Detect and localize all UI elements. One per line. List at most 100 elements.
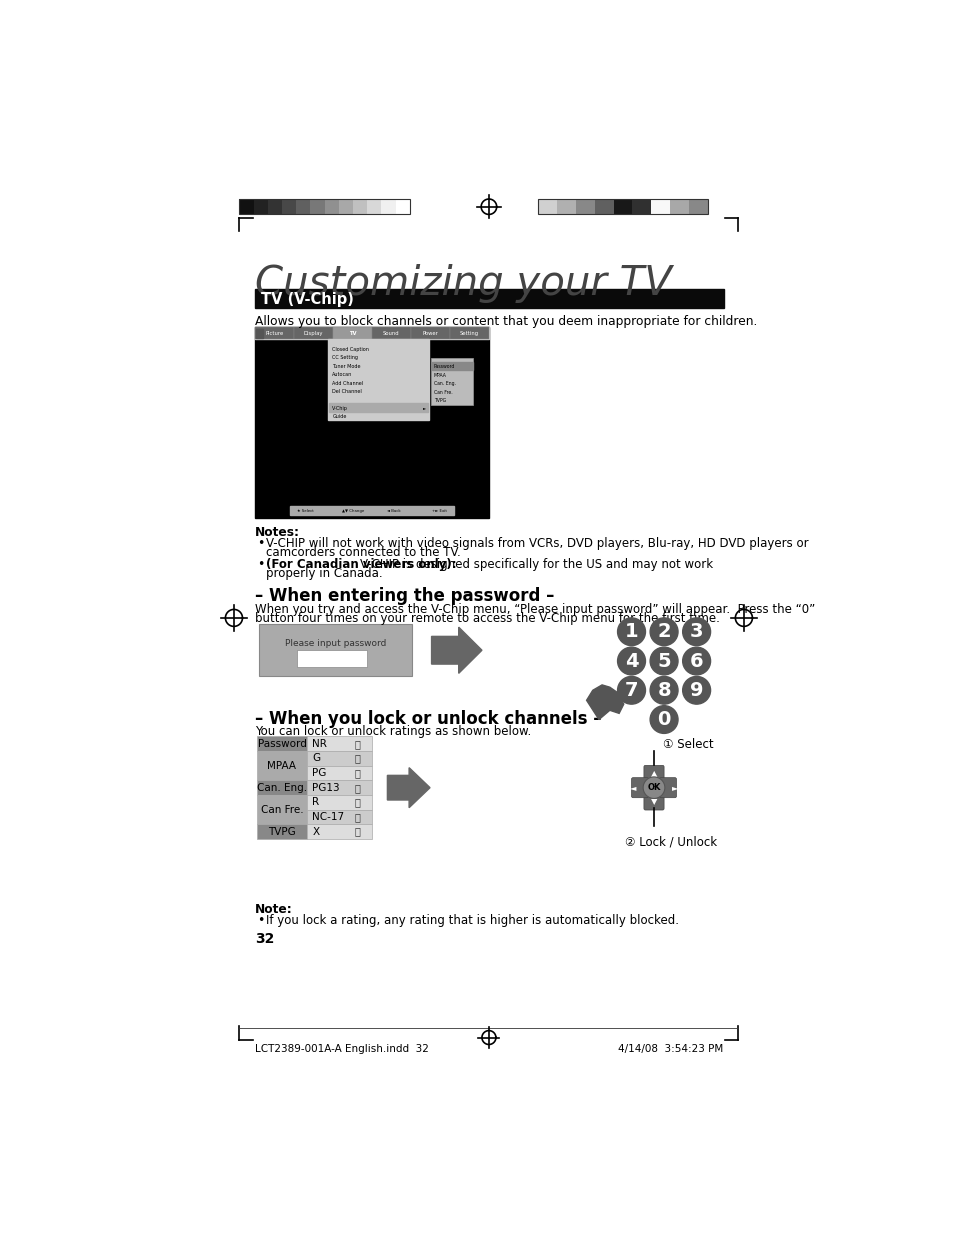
Text: ▼: ▼ bbox=[650, 797, 657, 806]
Bar bbox=[307, 824, 372, 839]
Bar bbox=[431, 362, 472, 370]
Bar bbox=[307, 736, 372, 751]
Text: 7: 7 bbox=[624, 680, 638, 700]
Bar bbox=[450, 327, 488, 340]
Bar bbox=[372, 327, 411, 340]
Text: Password: Password bbox=[434, 364, 455, 369]
Text: Notes:: Notes: bbox=[254, 526, 299, 538]
Bar bbox=[395, 199, 410, 214]
Text: G: G bbox=[312, 753, 320, 763]
Bar bbox=[367, 199, 381, 214]
Circle shape bbox=[649, 618, 678, 646]
Circle shape bbox=[642, 777, 664, 799]
Bar bbox=[328, 340, 429, 420]
Text: 9: 9 bbox=[689, 680, 702, 700]
FancyBboxPatch shape bbox=[631, 778, 648, 798]
Bar bbox=[594, 199, 613, 214]
Bar bbox=[307, 781, 372, 795]
Bar bbox=[537, 199, 707, 214]
Bar bbox=[307, 751, 372, 766]
Bar bbox=[257, 795, 307, 824]
Text: ★ Select: ★ Select bbox=[297, 509, 314, 513]
Text: •: • bbox=[257, 558, 264, 571]
Text: Tuner Mode: Tuner Mode bbox=[332, 363, 360, 368]
Text: PG13: PG13 bbox=[312, 783, 339, 793]
Bar bbox=[353, 199, 367, 214]
Bar bbox=[295, 199, 310, 214]
Text: Can Fre.: Can Fre. bbox=[434, 390, 452, 395]
Bar bbox=[254, 289, 723, 308]
Text: 32: 32 bbox=[254, 932, 274, 946]
Text: Password: Password bbox=[257, 739, 306, 748]
Text: Closed Caption: Closed Caption bbox=[332, 347, 369, 352]
Text: When you try and access the V-Chip menu, “Please input password” will appear.  P: When you try and access the V-Chip menu,… bbox=[254, 603, 814, 615]
Text: ② Lock / Unlock: ② Lock / Unlock bbox=[624, 835, 716, 848]
Text: – When you lock or unlock channels –: – When you lock or unlock channels – bbox=[254, 710, 600, 729]
Bar bbox=[258, 624, 412, 677]
Text: 3: 3 bbox=[689, 622, 702, 641]
Bar bbox=[239, 199, 253, 214]
Text: 🔒: 🔒 bbox=[355, 798, 360, 808]
Text: Add Channel: Add Channel bbox=[332, 380, 363, 385]
Polygon shape bbox=[387, 768, 430, 808]
Bar bbox=[632, 199, 651, 214]
Bar bbox=[329, 403, 428, 411]
Text: X: X bbox=[312, 826, 319, 836]
Polygon shape bbox=[431, 627, 481, 673]
Circle shape bbox=[682, 677, 710, 704]
Circle shape bbox=[617, 647, 645, 674]
Text: If you lock a rating, any rating that is higher is automatically blocked.: If you lock a rating, any rating that is… bbox=[266, 914, 679, 927]
Bar bbox=[268, 199, 282, 214]
Text: Del Channel: Del Channel bbox=[332, 389, 362, 394]
Bar bbox=[310, 199, 324, 214]
Bar bbox=[255, 330, 263, 338]
Text: 1: 1 bbox=[624, 622, 638, 641]
Circle shape bbox=[649, 677, 678, 704]
Text: ►: ► bbox=[422, 406, 426, 410]
Text: Customizing your TV: Customizing your TV bbox=[254, 264, 671, 303]
Text: CC Setting: CC Setting bbox=[332, 356, 358, 361]
Text: Note:: Note: bbox=[254, 903, 293, 916]
Text: TVPG: TVPG bbox=[268, 826, 295, 836]
Text: 8: 8 bbox=[657, 680, 670, 700]
Text: 6: 6 bbox=[689, 652, 702, 671]
Bar bbox=[307, 795, 372, 810]
Circle shape bbox=[617, 618, 645, 646]
Circle shape bbox=[617, 677, 645, 704]
Text: Picture: Picture bbox=[265, 331, 283, 336]
Text: Guide: Guide bbox=[332, 415, 346, 420]
Circle shape bbox=[682, 618, 710, 646]
Bar bbox=[338, 199, 353, 214]
Text: Display: Display bbox=[303, 331, 323, 336]
Bar bbox=[575, 199, 594, 214]
Circle shape bbox=[682, 647, 710, 674]
Text: LCT2389-001A-A English.indd  32: LCT2389-001A-A English.indd 32 bbox=[254, 1044, 428, 1053]
Bar bbox=[689, 199, 707, 214]
Bar bbox=[254, 327, 294, 340]
Text: MPAA: MPAA bbox=[267, 761, 296, 771]
Bar bbox=[254, 327, 488, 340]
Text: 0: 0 bbox=[657, 710, 670, 729]
Text: 🔒: 🔒 bbox=[355, 783, 360, 793]
FancyBboxPatch shape bbox=[643, 793, 663, 810]
Text: 4/14/08  3:54:23 PM: 4/14/08 3:54:23 PM bbox=[618, 1044, 723, 1053]
Text: NC-17: NC-17 bbox=[312, 811, 344, 823]
Bar bbox=[290, 506, 454, 515]
Bar bbox=[282, 199, 295, 214]
Text: Setting: Setting bbox=[459, 331, 478, 336]
Text: ►: ► bbox=[671, 783, 678, 792]
Text: Power: Power bbox=[422, 331, 437, 336]
Bar bbox=[557, 199, 575, 214]
Bar bbox=[257, 824, 307, 839]
Bar bbox=[307, 766, 372, 781]
Text: ◄ Back: ◄ Back bbox=[387, 509, 400, 513]
Bar bbox=[239, 199, 410, 214]
Text: – When entering the password –: – When entering the password – bbox=[254, 587, 554, 605]
Bar bbox=[257, 781, 307, 795]
Bar bbox=[257, 751, 307, 781]
Bar bbox=[651, 199, 670, 214]
Text: V-CHIP is designed specifically for the US and may not work: V-CHIP is designed specifically for the … bbox=[360, 558, 713, 571]
Text: button four times on your remote to access the V-Chip menu for the first time.: button four times on your remote to acce… bbox=[254, 611, 719, 625]
Text: 🔒: 🔒 bbox=[355, 739, 360, 748]
Bar bbox=[537, 199, 557, 214]
